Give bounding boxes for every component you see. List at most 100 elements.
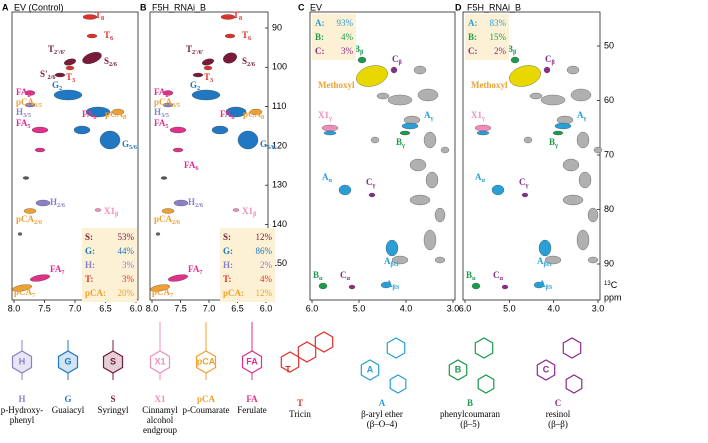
label-main: X1 <box>242 206 253 216</box>
structure-symbol: T <box>297 398 303 408</box>
contour <box>576 131 590 149</box>
peak-label: Aα <box>322 172 333 184</box>
legend-key: pCA: <box>85 288 106 298</box>
contour <box>538 239 552 257</box>
y-tick-label: 90 <box>604 258 614 268</box>
legend-key: H: <box>85 260 95 270</box>
contour <box>356 65 388 87</box>
peak-label: T8 <box>95 10 104 22</box>
peak-label: pCA7 <box>14 287 35 299</box>
label-main: G <box>52 80 59 90</box>
contour <box>31 126 49 134</box>
peak-label: Bα <box>466 270 476 282</box>
peak-label: H3/5 <box>154 107 169 119</box>
contour <box>413 65 427 75</box>
label-sub: α <box>319 275 323 282</box>
contour <box>17 232 23 236</box>
contour <box>399 130 411 136</box>
structure-symbol: S <box>110 356 116 366</box>
label-sub: 8 <box>101 15 104 22</box>
legend-value: 4% <box>341 32 354 42</box>
x-tick-label: 7.0 <box>69 303 82 313</box>
legend-key: B: <box>315 32 324 42</box>
structure-name: Cinnamyl <box>142 405 178 415</box>
structure-name: resinol <box>546 409 571 419</box>
label-sub: α <box>472 275 476 282</box>
peak-label: G2 <box>52 80 62 92</box>
contour <box>29 274 51 282</box>
y-tick-label: 140 <box>272 219 287 229</box>
x-tick-label: 4.0 <box>547 303 560 313</box>
legend-value: 3% <box>122 260 135 270</box>
ring <box>389 374 407 394</box>
label-main: pCA <box>16 214 35 224</box>
contour <box>370 136 380 144</box>
structure-symbol: A <box>367 364 374 374</box>
contour <box>471 282 481 290</box>
label-main: A <box>537 256 544 266</box>
panel-letter: A <box>2 2 9 12</box>
contour <box>338 184 352 196</box>
legend-value: 44% <box>118 246 135 256</box>
peak-label: FA7 <box>188 264 203 276</box>
ring <box>536 359 556 381</box>
panel-title: EV (Control) <box>14 2 64 12</box>
label-sub: 2 <box>59 85 62 92</box>
peak-label: X1β <box>104 206 119 218</box>
contour <box>434 256 446 264</box>
label-main: S' <box>40 69 48 79</box>
y-tick-label: 50 <box>604 40 614 50</box>
peak-label: Bγ <box>396 137 405 149</box>
label-sub: 6 <box>195 165 198 172</box>
contour <box>65 65 75 71</box>
label-main: T <box>204 72 210 82</box>
nucleus-mass: 13 <box>604 281 611 287</box>
legend-key: H: <box>223 260 233 270</box>
contour <box>172 147 184 153</box>
label-main: B <box>466 270 472 280</box>
contour <box>562 158 580 172</box>
panel-letter: D <box>455 2 462 12</box>
label-main: FA <box>188 264 200 274</box>
structure-symbol: FA <box>246 356 258 366</box>
peak-label: Bα <box>313 270 323 282</box>
label-main: A <box>386 279 393 289</box>
plot-frame <box>462 11 601 301</box>
peak-label: X1γ <box>318 110 332 122</box>
panel-letter: C <box>298 2 305 12</box>
label-sub: β <box>552 59 556 66</box>
ring <box>448 359 468 381</box>
legend-value: 20% <box>118 288 135 298</box>
peak-label: T3 <box>204 72 213 84</box>
label-sub: 2'/6' <box>192 49 204 56</box>
label-main: S <box>104 56 109 66</box>
contour <box>94 208 102 212</box>
contour <box>390 66 398 74</box>
peak-label: H2/6 <box>188 197 203 209</box>
contour <box>368 192 376 198</box>
structure-symbol: S <box>110 394 115 404</box>
label-main: B <box>354 44 360 54</box>
label-main: T <box>242 30 248 40</box>
peak-label: pCA2/6 <box>16 214 42 226</box>
structure-name: p-Hydroxy- <box>1 405 44 415</box>
contour <box>476 130 490 136</box>
label-main: A <box>539 279 546 289</box>
label-sub: α <box>329 177 333 184</box>
label-main: B <box>507 44 513 54</box>
ring <box>386 337 406 359</box>
label-main: A <box>424 110 431 120</box>
contour <box>391 255 409 265</box>
legend-box <box>220 228 275 302</box>
label-sub: 3 <box>72 77 75 84</box>
structure-symbol: pCA <box>197 356 216 366</box>
panel-title: EV <box>310 2 322 12</box>
legend-key: T: <box>223 274 231 284</box>
label-sub: 2'/6' <box>54 49 66 56</box>
peak-label: X1γ <box>471 110 485 122</box>
label-sub: α <box>482 177 486 184</box>
legend-value: 93% <box>337 18 354 28</box>
peak-label: T2'/6' <box>186 44 204 56</box>
label-main: pCA <box>154 214 173 224</box>
label-sub: 2 <box>197 85 200 92</box>
